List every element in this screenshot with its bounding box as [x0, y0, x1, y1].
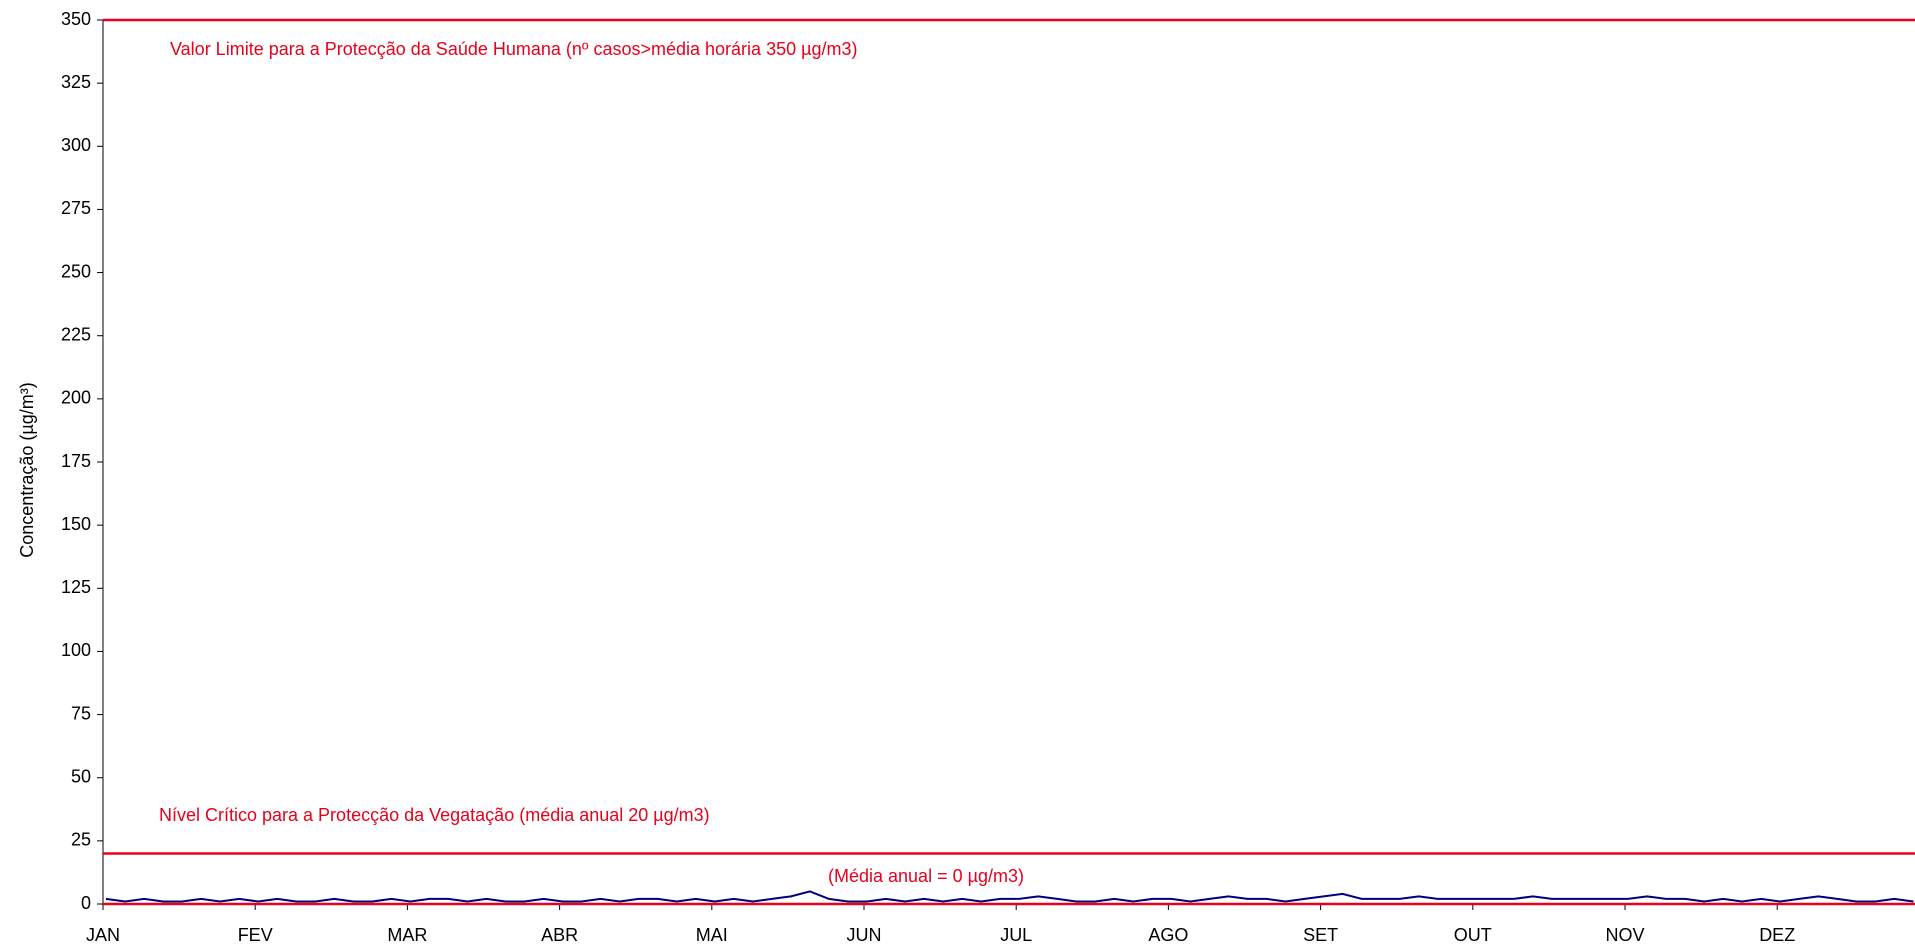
data-line: [105, 890, 1914, 903]
y-tick-label: 0: [81, 893, 91, 913]
x-tick-label: NOV: [1605, 925, 1644, 945]
y-tick-label: 150: [61, 514, 91, 534]
y-tick-label: 100: [61, 640, 91, 660]
x-tick-label: MAI: [696, 925, 728, 945]
y-tick-label: 225: [61, 324, 91, 344]
y-tick-label: 50: [71, 766, 91, 786]
x-tick-label: JUL: [1000, 925, 1032, 945]
y-tick-label: 175: [61, 451, 91, 471]
x-tick-label: SET: [1303, 925, 1338, 945]
x-tick-label: DEZ: [1759, 925, 1795, 945]
y-axis-label: Concentração (µg/m³): [17, 382, 37, 557]
y-tick-label: 25: [71, 830, 91, 850]
y-tick-label: 275: [61, 198, 91, 218]
y-tick-label: 325: [61, 72, 91, 92]
x-tick-label: MAR: [387, 925, 427, 945]
x-tick-label: JUN: [847, 925, 882, 945]
reference-label: Valor Limite para a Protecção da Saúde H…: [170, 39, 857, 59]
y-tick-label: 350: [61, 9, 91, 29]
y-tick-label: 125: [61, 577, 91, 597]
y-tick-label: 200: [61, 388, 91, 408]
reference-label: (Média anual = 0 µg/m3): [828, 866, 1024, 886]
x-tick-label: AGO: [1148, 925, 1188, 945]
y-tick-label: 75: [71, 703, 91, 723]
y-tick-label: 250: [61, 261, 91, 281]
reference-label: Nível Crítico para a Protecção da Vegata…: [159, 805, 710, 825]
x-tick-label: FEV: [238, 925, 273, 945]
y-tick-label: 300: [61, 135, 91, 155]
x-tick-label: OUT: [1454, 925, 1492, 945]
x-tick-label: ABR: [541, 925, 578, 945]
x-tick-label: JAN: [86, 925, 120, 945]
